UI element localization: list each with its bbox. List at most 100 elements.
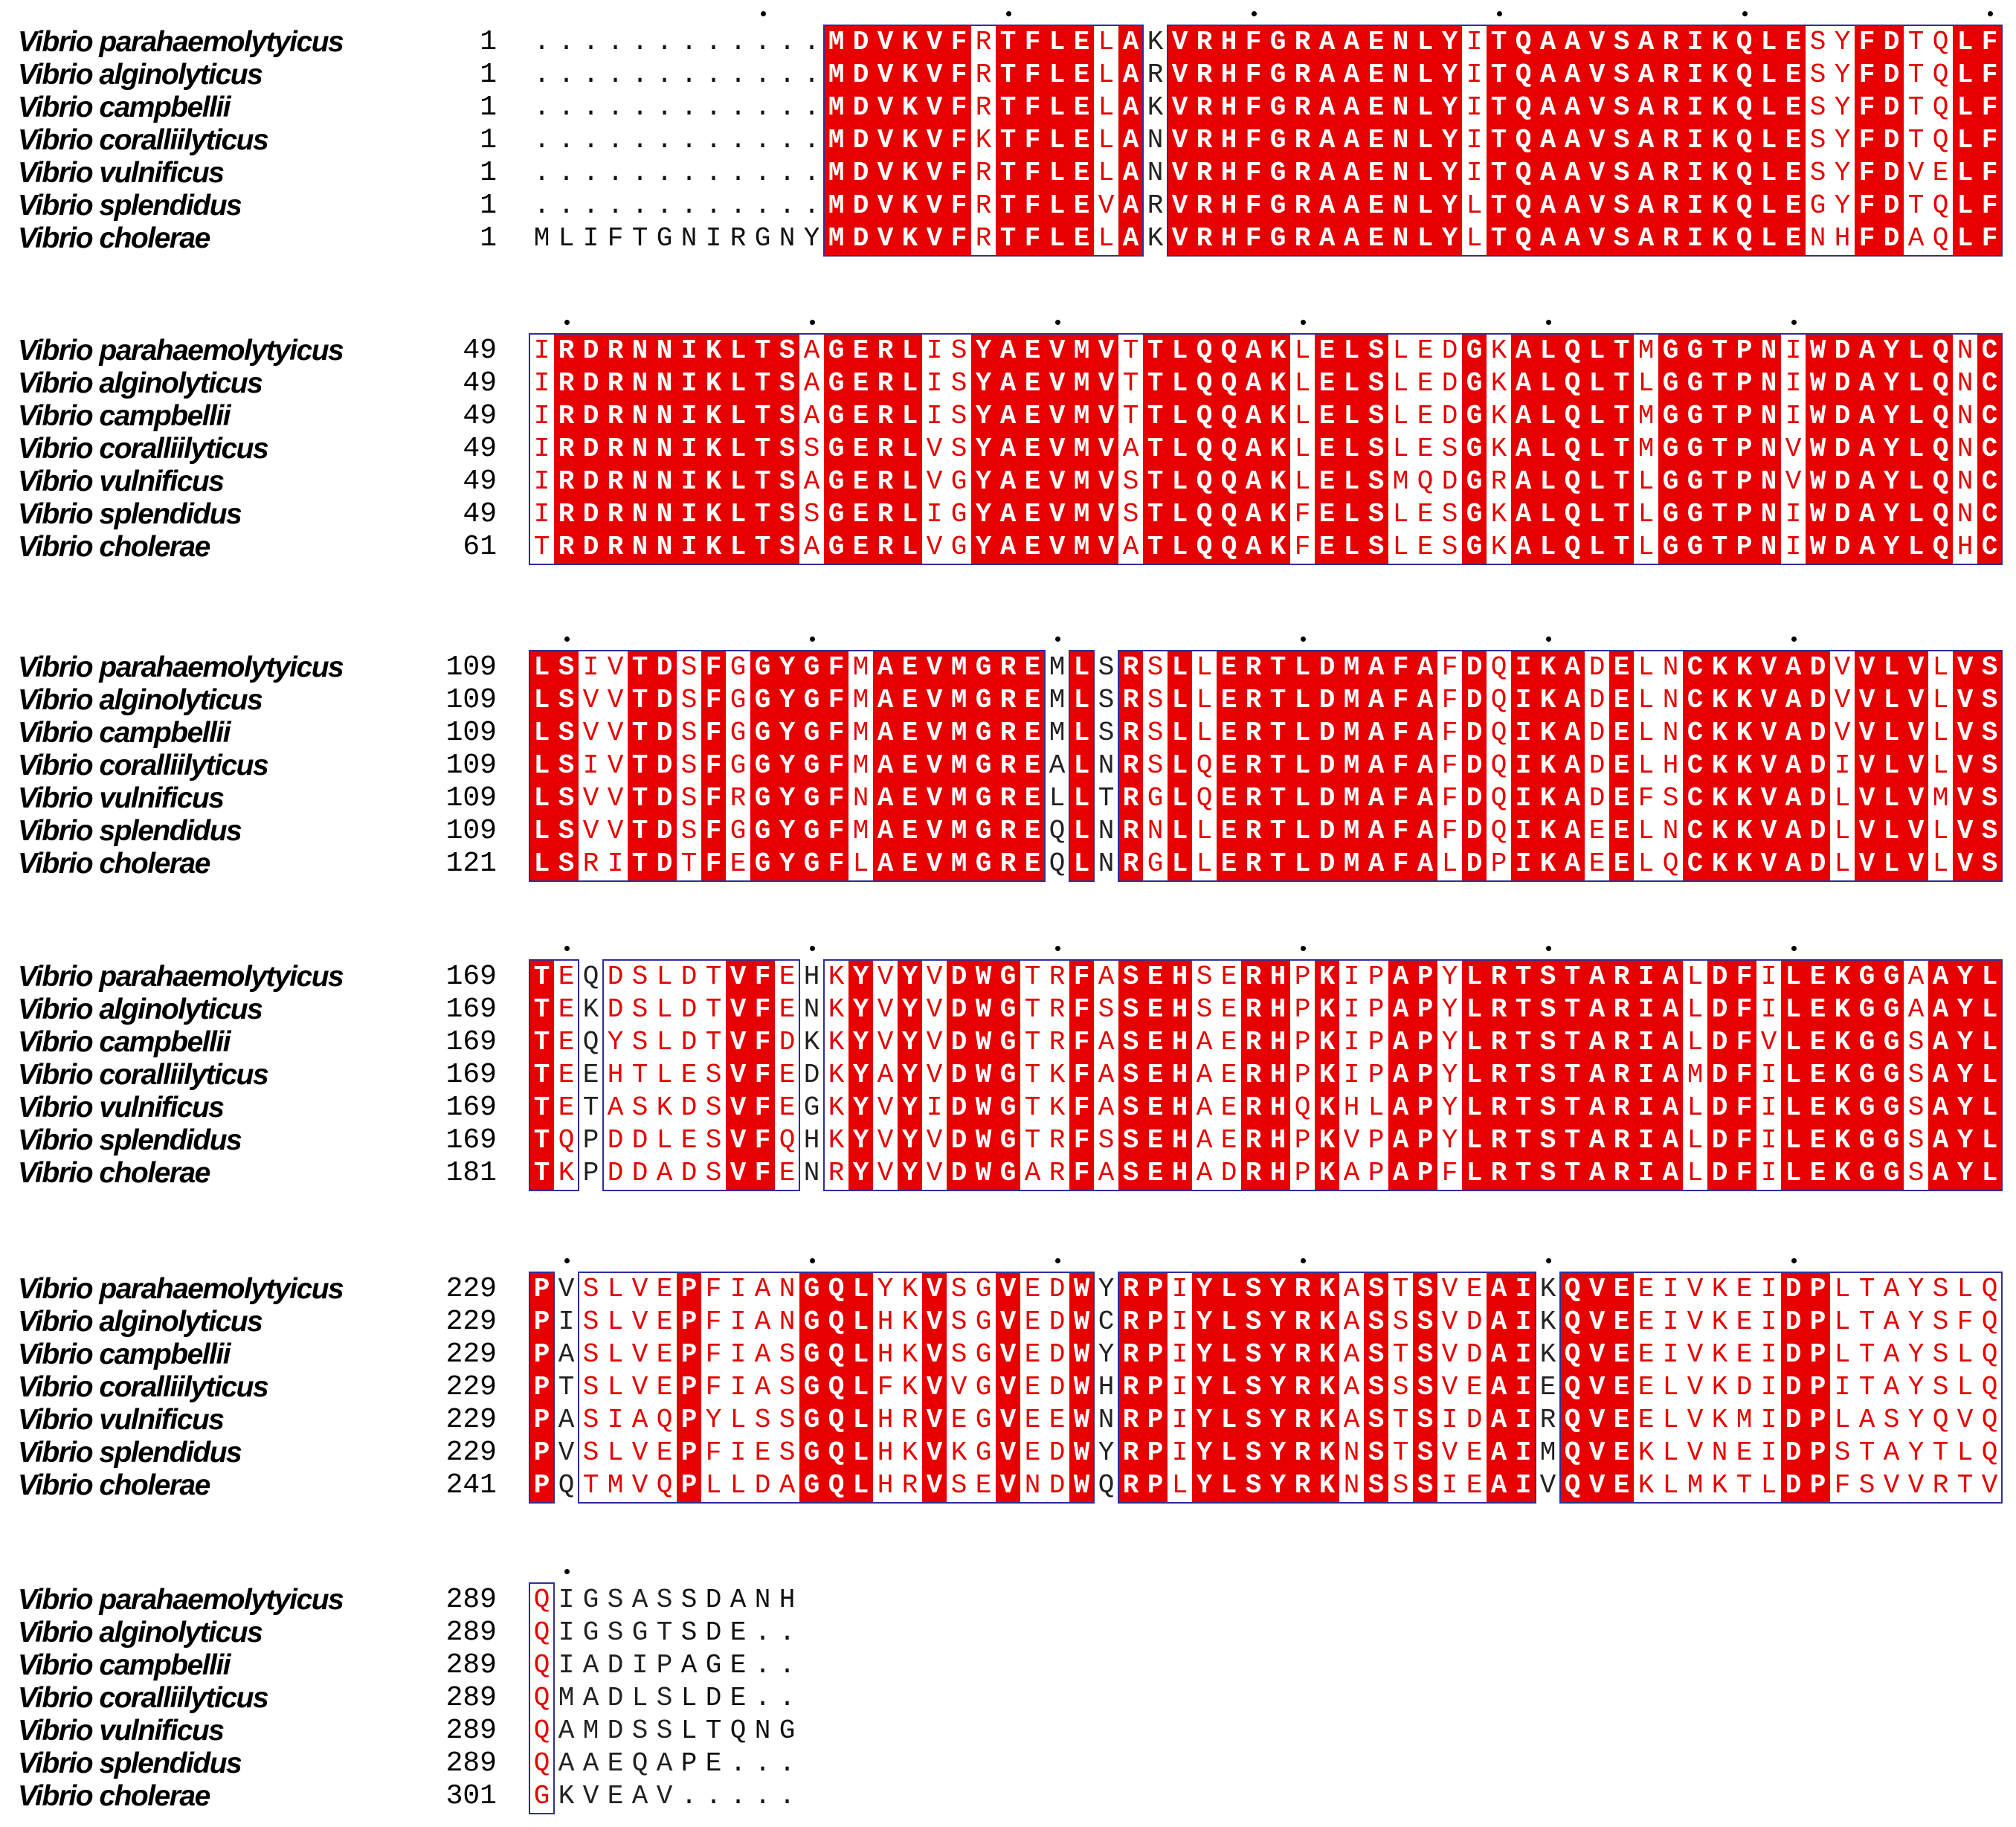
- residue: L: [1977, 1026, 2002, 1059]
- residue: L: [1217, 1404, 1241, 1437]
- residue: P: [1368, 1060, 1385, 1090]
- residue: F: [705, 1372, 722, 1402]
- residue: G: [824, 465, 848, 498]
- residue: A: [1585, 1059, 1609, 1092]
- residue: K: [1315, 1059, 1339, 1092]
- residue: R: [1049, 1125, 1066, 1156]
- residue: G: [824, 498, 848, 531]
- residue: Q: [533, 1617, 550, 1648]
- residue: Y: [1437, 91, 1462, 124]
- residue: V: [1168, 124, 1192, 157]
- residue: L: [1536, 367, 1560, 400]
- residue: H: [877, 1306, 894, 1337]
- residue: T: [1609, 367, 1634, 400]
- residue: Q: [1932, 27, 1949, 57]
- residue: G: [750, 782, 775, 815]
- residue: K: [1711, 1372, 1728, 1402]
- residue: L: [1879, 815, 1904, 848]
- residue: S: [1441, 499, 1458, 529]
- residue: A: [1511, 498, 1536, 531]
- residue: .: [803, 125, 820, 155]
- residue: V: [1756, 684, 1781, 717]
- residue: T: [996, 190, 1020, 222]
- residue: G: [1462, 367, 1487, 400]
- residue: L: [1339, 433, 1364, 465]
- residue: L: [1637, 532, 1655, 562]
- residue: A: [1560, 750, 1585, 782]
- residue: G: [1879, 1157, 1904, 1190]
- residue: A: [1560, 684, 1585, 717]
- residue: Y: [1098, 1274, 1115, 1304]
- ruler-dot: [1791, 637, 1797, 642]
- residue: S: [554, 684, 579, 717]
- residue: T: [1609, 335, 1634, 367]
- residue: V: [726, 961, 750, 993]
- residue: A: [803, 368, 820, 399]
- residue: D: [607, 994, 624, 1025]
- residue: Y: [1266, 1469, 1290, 1502]
- residue: M: [1736, 1405, 1753, 1435]
- residue: R: [554, 465, 579, 498]
- residue: E: [1588, 848, 1606, 879]
- residue: D: [1315, 717, 1339, 750]
- residue: K: [1266, 531, 1290, 564]
- residue: L: [1879, 651, 1904, 684]
- residue: D: [1049, 1372, 1066, 1402]
- residue: T: [628, 782, 652, 815]
- residue: R: [873, 335, 898, 367]
- residue: F: [1855, 190, 1879, 222]
- residue: I: [1785, 368, 1802, 399]
- residue: R: [554, 335, 579, 367]
- residue: I: [1466, 158, 1483, 188]
- residue: N: [652, 367, 677, 400]
- residue: N: [1756, 498, 1781, 531]
- residue: S: [1809, 92, 1826, 123]
- residue: R: [1658, 222, 1683, 255]
- residue: E: [1417, 499, 1434, 529]
- residue: .: [558, 92, 575, 123]
- residue: K: [975, 125, 992, 155]
- residue: T: [750, 433, 775, 465]
- residue: G: [1658, 465, 1683, 498]
- residue: S: [1932, 1306, 1949, 1337]
- residue: I: [1760, 961, 1777, 992]
- residue: F: [1977, 124, 2002, 157]
- residue: A: [1928, 1157, 1953, 1190]
- residue: D: [947, 1157, 971, 1190]
- residue: R: [1290, 1404, 1315, 1437]
- residue: A: [1487, 1404, 1511, 1437]
- residue: V: [1855, 684, 1879, 717]
- residue: S: [1118, 1157, 1143, 1190]
- residue: G: [996, 1157, 1020, 1190]
- residue: Y: [1192, 1469, 1217, 1502]
- residue: I: [1511, 848, 1536, 880]
- residue: V: [1756, 848, 1781, 880]
- residue: P: [1143, 1469, 1168, 1502]
- residue: D: [848, 59, 873, 91]
- residue: I: [730, 1306, 747, 1337]
- residue: S: [1364, 1338, 1388, 1371]
- residue: A: [1907, 994, 1925, 1025]
- residue: L: [1687, 961, 1704, 992]
- residue: D: [1830, 465, 1855, 498]
- residue: S: [1364, 531, 1388, 564]
- residue: L: [1879, 684, 1904, 717]
- species-label: Vibrio parahaemolytyicus: [18, 1584, 344, 1616]
- residue: A: [1536, 26, 1560, 59]
- residue: Q: [1981, 1405, 1998, 1435]
- residue: G: [1683, 531, 1707, 564]
- residue: D: [1879, 59, 1904, 91]
- residue: R: [1290, 1469, 1315, 1502]
- residue: S: [1364, 1306, 1388, 1338]
- residue: T: [1487, 91, 1511, 124]
- residue: L: [529, 684, 554, 717]
- residue: R: [1539, 1405, 1556, 1435]
- residue: I: [558, 1617, 575, 1648]
- residue: A: [803, 466, 820, 497]
- residue: R: [554, 400, 579, 433]
- residue: T: [1858, 1274, 1875, 1304]
- residue: K: [828, 1125, 845, 1156]
- residue: K: [656, 1092, 673, 1123]
- residue: D: [607, 1125, 624, 1156]
- residue: K: [901, 1372, 918, 1402]
